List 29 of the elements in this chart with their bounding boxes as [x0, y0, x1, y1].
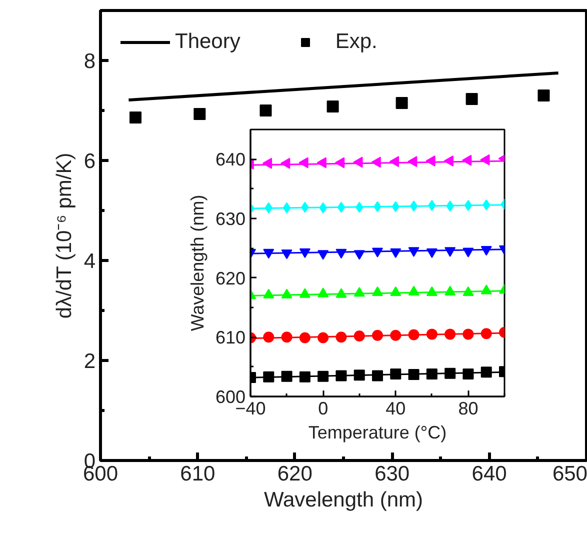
- y-axis-title: dλ/dT (10⁻⁶ pm/K): [52, 152, 76, 319]
- point: [194, 108, 206, 120]
- y-tick-label: 4: [84, 250, 96, 273]
- point: [260, 104, 272, 116]
- y-tick-label: 620: [215, 268, 246, 288]
- x-tick-label: 640: [472, 462, 507, 486]
- y-tick-label: 8: [84, 50, 96, 73]
- x-tick-label: 630: [374, 462, 410, 486]
- x-axis-title: Wavelength (nm): [264, 488, 424, 512]
- y-tick-label: 610: [215, 328, 246, 348]
- point: [466, 93, 478, 105]
- x-tick-label: 80: [458, 398, 478, 418]
- legend-label: Exp.: [335, 30, 378, 54]
- x-tick-label: 650: [552, 462, 587, 486]
- x-tick-label: 0: [318, 398, 328, 418]
- point: [538, 90, 550, 102]
- y-tick-label: 6: [84, 150, 96, 173]
- y-tick-label: 630: [215, 209, 246, 229]
- y-axis-title: Wavelength (nm): [187, 194, 208, 332]
- x-tick-label: 40: [386, 398, 406, 418]
- y-tick-label: 640: [215, 150, 246, 170]
- point: [396, 97, 408, 109]
- x-tick-label: 620: [277, 462, 312, 486]
- point: [326, 100, 339, 112]
- x-axis-title: Temperature (°C): [308, 422, 447, 442]
- legend-label: Theory: [175, 30, 240, 54]
- x-tick-label: 610: [180, 462, 216, 486]
- y-tick-label: 2: [84, 350, 96, 373]
- point: [129, 112, 142, 124]
